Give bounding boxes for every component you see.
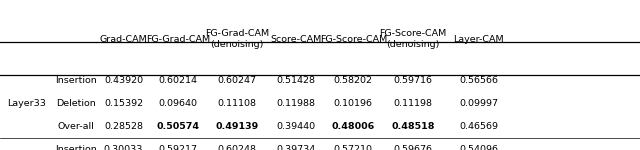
Text: 0.11108: 0.11108 (218, 99, 256, 108)
Text: Insertion: Insertion (54, 76, 97, 85)
Text: 0.28528: 0.28528 (104, 122, 143, 131)
Text: 0.60214: 0.60214 (159, 76, 197, 85)
Text: 0.51428: 0.51428 (276, 76, 315, 85)
Text: FG-Score-CAM: FG-Score-CAM (319, 34, 387, 43)
Text: Over-all: Over-all (57, 122, 94, 131)
Text: 0.11988: 0.11988 (276, 99, 315, 108)
Text: Insertion: Insertion (54, 146, 97, 150)
Text: 0.48006: 0.48006 (332, 122, 375, 131)
Text: Score-CAM: Score-CAM (270, 34, 321, 43)
Text: 0.48518: 0.48518 (391, 122, 435, 131)
Text: 0.54096: 0.54096 (460, 146, 498, 150)
Text: 0.46569: 0.46569 (460, 122, 498, 131)
Text: FG-Grad-CAM: FG-Grad-CAM (146, 34, 210, 43)
Text: 0.60248: 0.60248 (218, 146, 256, 150)
Text: Layer-CAM: Layer-CAM (453, 34, 504, 43)
Text: 0.15392: 0.15392 (104, 99, 143, 108)
Text: 0.43920: 0.43920 (104, 76, 143, 85)
Text: Layer33: Layer33 (8, 99, 46, 108)
Text: 0.59676: 0.59676 (394, 146, 432, 150)
Text: 0.56566: 0.56566 (460, 76, 498, 85)
Text: 0.60247: 0.60247 (218, 76, 256, 85)
Text: 0.39440: 0.39440 (276, 122, 316, 131)
Text: 0.58202: 0.58202 (334, 76, 372, 85)
Text: FG-Score-CAM
(denoising): FG-Score-CAM (denoising) (379, 29, 447, 49)
Text: 0.50574: 0.50574 (156, 122, 200, 131)
Text: Grad-CAM: Grad-CAM (100, 34, 147, 43)
Text: 0.10196: 0.10196 (334, 99, 372, 108)
Text: 0.09640: 0.09640 (159, 99, 197, 108)
Text: 0.11198: 0.11198 (394, 99, 432, 108)
Text: 0.09997: 0.09997 (460, 99, 498, 108)
Text: 0.39734: 0.39734 (276, 146, 316, 150)
Text: 0.30033: 0.30033 (104, 146, 143, 150)
Text: 0.57210: 0.57210 (334, 146, 372, 150)
Text: 0.59217: 0.59217 (159, 146, 197, 150)
Text: Deletion: Deletion (56, 99, 95, 108)
Text: 0.49139: 0.49139 (215, 122, 259, 131)
Text: FG-Grad-CAM
(denoising): FG-Grad-CAM (denoising) (205, 29, 269, 49)
Text: 0.59716: 0.59716 (394, 76, 432, 85)
